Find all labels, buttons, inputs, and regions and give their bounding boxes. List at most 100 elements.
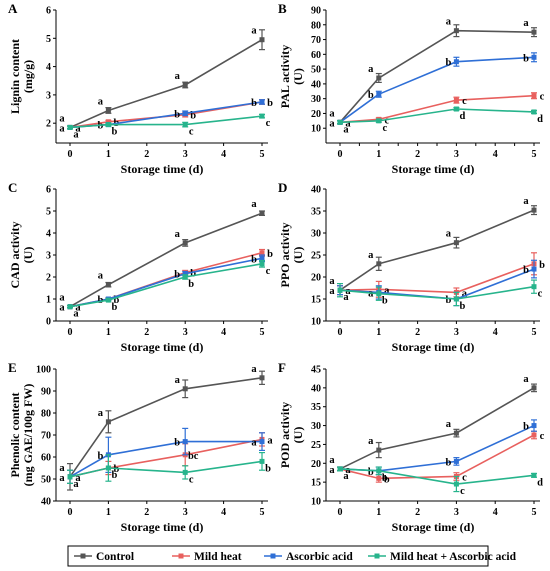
y-tick-label: 5 (46, 207, 51, 218)
significance-letter: a (73, 129, 79, 140)
data-point (531, 385, 537, 391)
y-tick-label: 30 (311, 229, 321, 240)
y-axis-label-line: Phenolic content (8, 393, 22, 478)
data-point (531, 423, 537, 429)
series-line (339, 387, 535, 470)
y-tick-label: 20 (311, 109, 321, 120)
significance-letter: c (462, 96, 467, 107)
series-line (339, 263, 535, 294)
significance-letter: c (540, 431, 545, 442)
data-point (182, 439, 188, 445)
data-point (376, 118, 382, 124)
panel-letter: D (278, 180, 287, 195)
significance-letter: c (266, 118, 271, 129)
x-tick-label: 4 (493, 507, 498, 518)
legend-marker (374, 553, 380, 559)
x-tick-label: 5 (532, 149, 537, 160)
y-tick-label: 90 (41, 387, 51, 398)
series-line (69, 115, 263, 129)
data-point (531, 207, 537, 213)
significance-letter: b (97, 121, 103, 132)
significance-letter: b (111, 127, 117, 138)
series-line (339, 285, 535, 300)
significance-letter: a (329, 276, 335, 287)
y-tick-label: 60 (41, 453, 51, 464)
x-tick-label: 5 (260, 507, 265, 518)
significance-letter: a (175, 229, 181, 240)
panel-E: 40 50 60 70 80 90 100 0 1 2 3 4 5 Storage time (d) Phe… (8, 360, 273, 534)
significance-letter: b (111, 470, 117, 481)
significance-letter: c (189, 127, 194, 138)
significance-letter: b (368, 467, 374, 478)
data-point (259, 439, 265, 445)
legend-marker (178, 553, 184, 559)
x-tick-label: 3 (454, 507, 459, 518)
y-tick-label: 2 (46, 273, 51, 284)
x-tick-label: 4 (221, 149, 226, 160)
panel-letter: A (8, 1, 18, 16)
y-tick-label: 4 (46, 229, 51, 240)
significance-letter: a (98, 96, 104, 107)
y-axis-label-line: CAD activity (8, 222, 22, 289)
significance-letter: a (98, 408, 104, 419)
series-line (69, 39, 263, 129)
x-axis-label: Storage time (d) (392, 162, 475, 176)
y-tick-label: 50 (41, 475, 51, 486)
data-point (259, 250, 265, 256)
y-tick-label: 20 (311, 459, 321, 470)
legend-item: Control (74, 551, 134, 563)
legend-item: Mild heat + Ascorbic acid (368, 551, 517, 563)
significance-letter: a (368, 64, 374, 75)
series-line (339, 29, 535, 123)
significance-letter: d (537, 477, 543, 488)
data-point (453, 97, 459, 103)
data-point (531, 284, 537, 290)
data-point (531, 109, 537, 115)
significance-letter: c (384, 115, 389, 126)
x-tick-label: 2 (144, 149, 149, 160)
data-point (259, 37, 265, 43)
x-tick-label: 3 (454, 327, 459, 338)
x-tick-label: 0 (338, 327, 343, 338)
significance-letter: b (267, 98, 273, 109)
significance-letter: a (267, 435, 273, 446)
y-axis-label-line: (mg GAE/100g FW) (21, 384, 35, 487)
legend-item: Ascorbic acid (264, 551, 353, 563)
x-tick-label: 1 (106, 149, 111, 160)
significance-letter: a (59, 303, 65, 314)
data-point (67, 304, 73, 310)
series-mild-heat-ascorbic-acid: ab cb (67, 452, 271, 490)
data-point (259, 113, 265, 119)
y-tick-label: 1 (46, 295, 51, 306)
y-axis-label-line: POD activity (278, 402, 292, 468)
x-tick-label: 1 (376, 327, 381, 338)
significance-letter: a (446, 229, 452, 240)
x-tick-label: 1 (106, 507, 111, 518)
data-point (67, 474, 73, 480)
y-tick-label: 50 (311, 65, 321, 76)
y-tick-label: 70 (311, 35, 321, 46)
data-point (105, 119, 111, 125)
significance-letter: a (343, 292, 349, 303)
data-point (67, 124, 73, 130)
significance-letter: a (98, 271, 104, 282)
significance-letter: a (345, 465, 351, 476)
data-point (376, 75, 382, 81)
x-tick-label: 4 (221, 327, 226, 338)
data-point (453, 59, 459, 65)
data-point (105, 282, 111, 288)
legend-marker (80, 553, 86, 559)
significance-letter: b (190, 111, 196, 122)
significance-letter: b (190, 269, 196, 280)
significance-letter: a (523, 374, 529, 385)
y-tick-label: 40 (41, 497, 51, 508)
significance-letter: a (59, 473, 65, 484)
data-point (259, 210, 265, 216)
y-tick-label: 35 (311, 402, 321, 413)
legend-label: Mild heat + Ascorbic acid (390, 551, 517, 563)
